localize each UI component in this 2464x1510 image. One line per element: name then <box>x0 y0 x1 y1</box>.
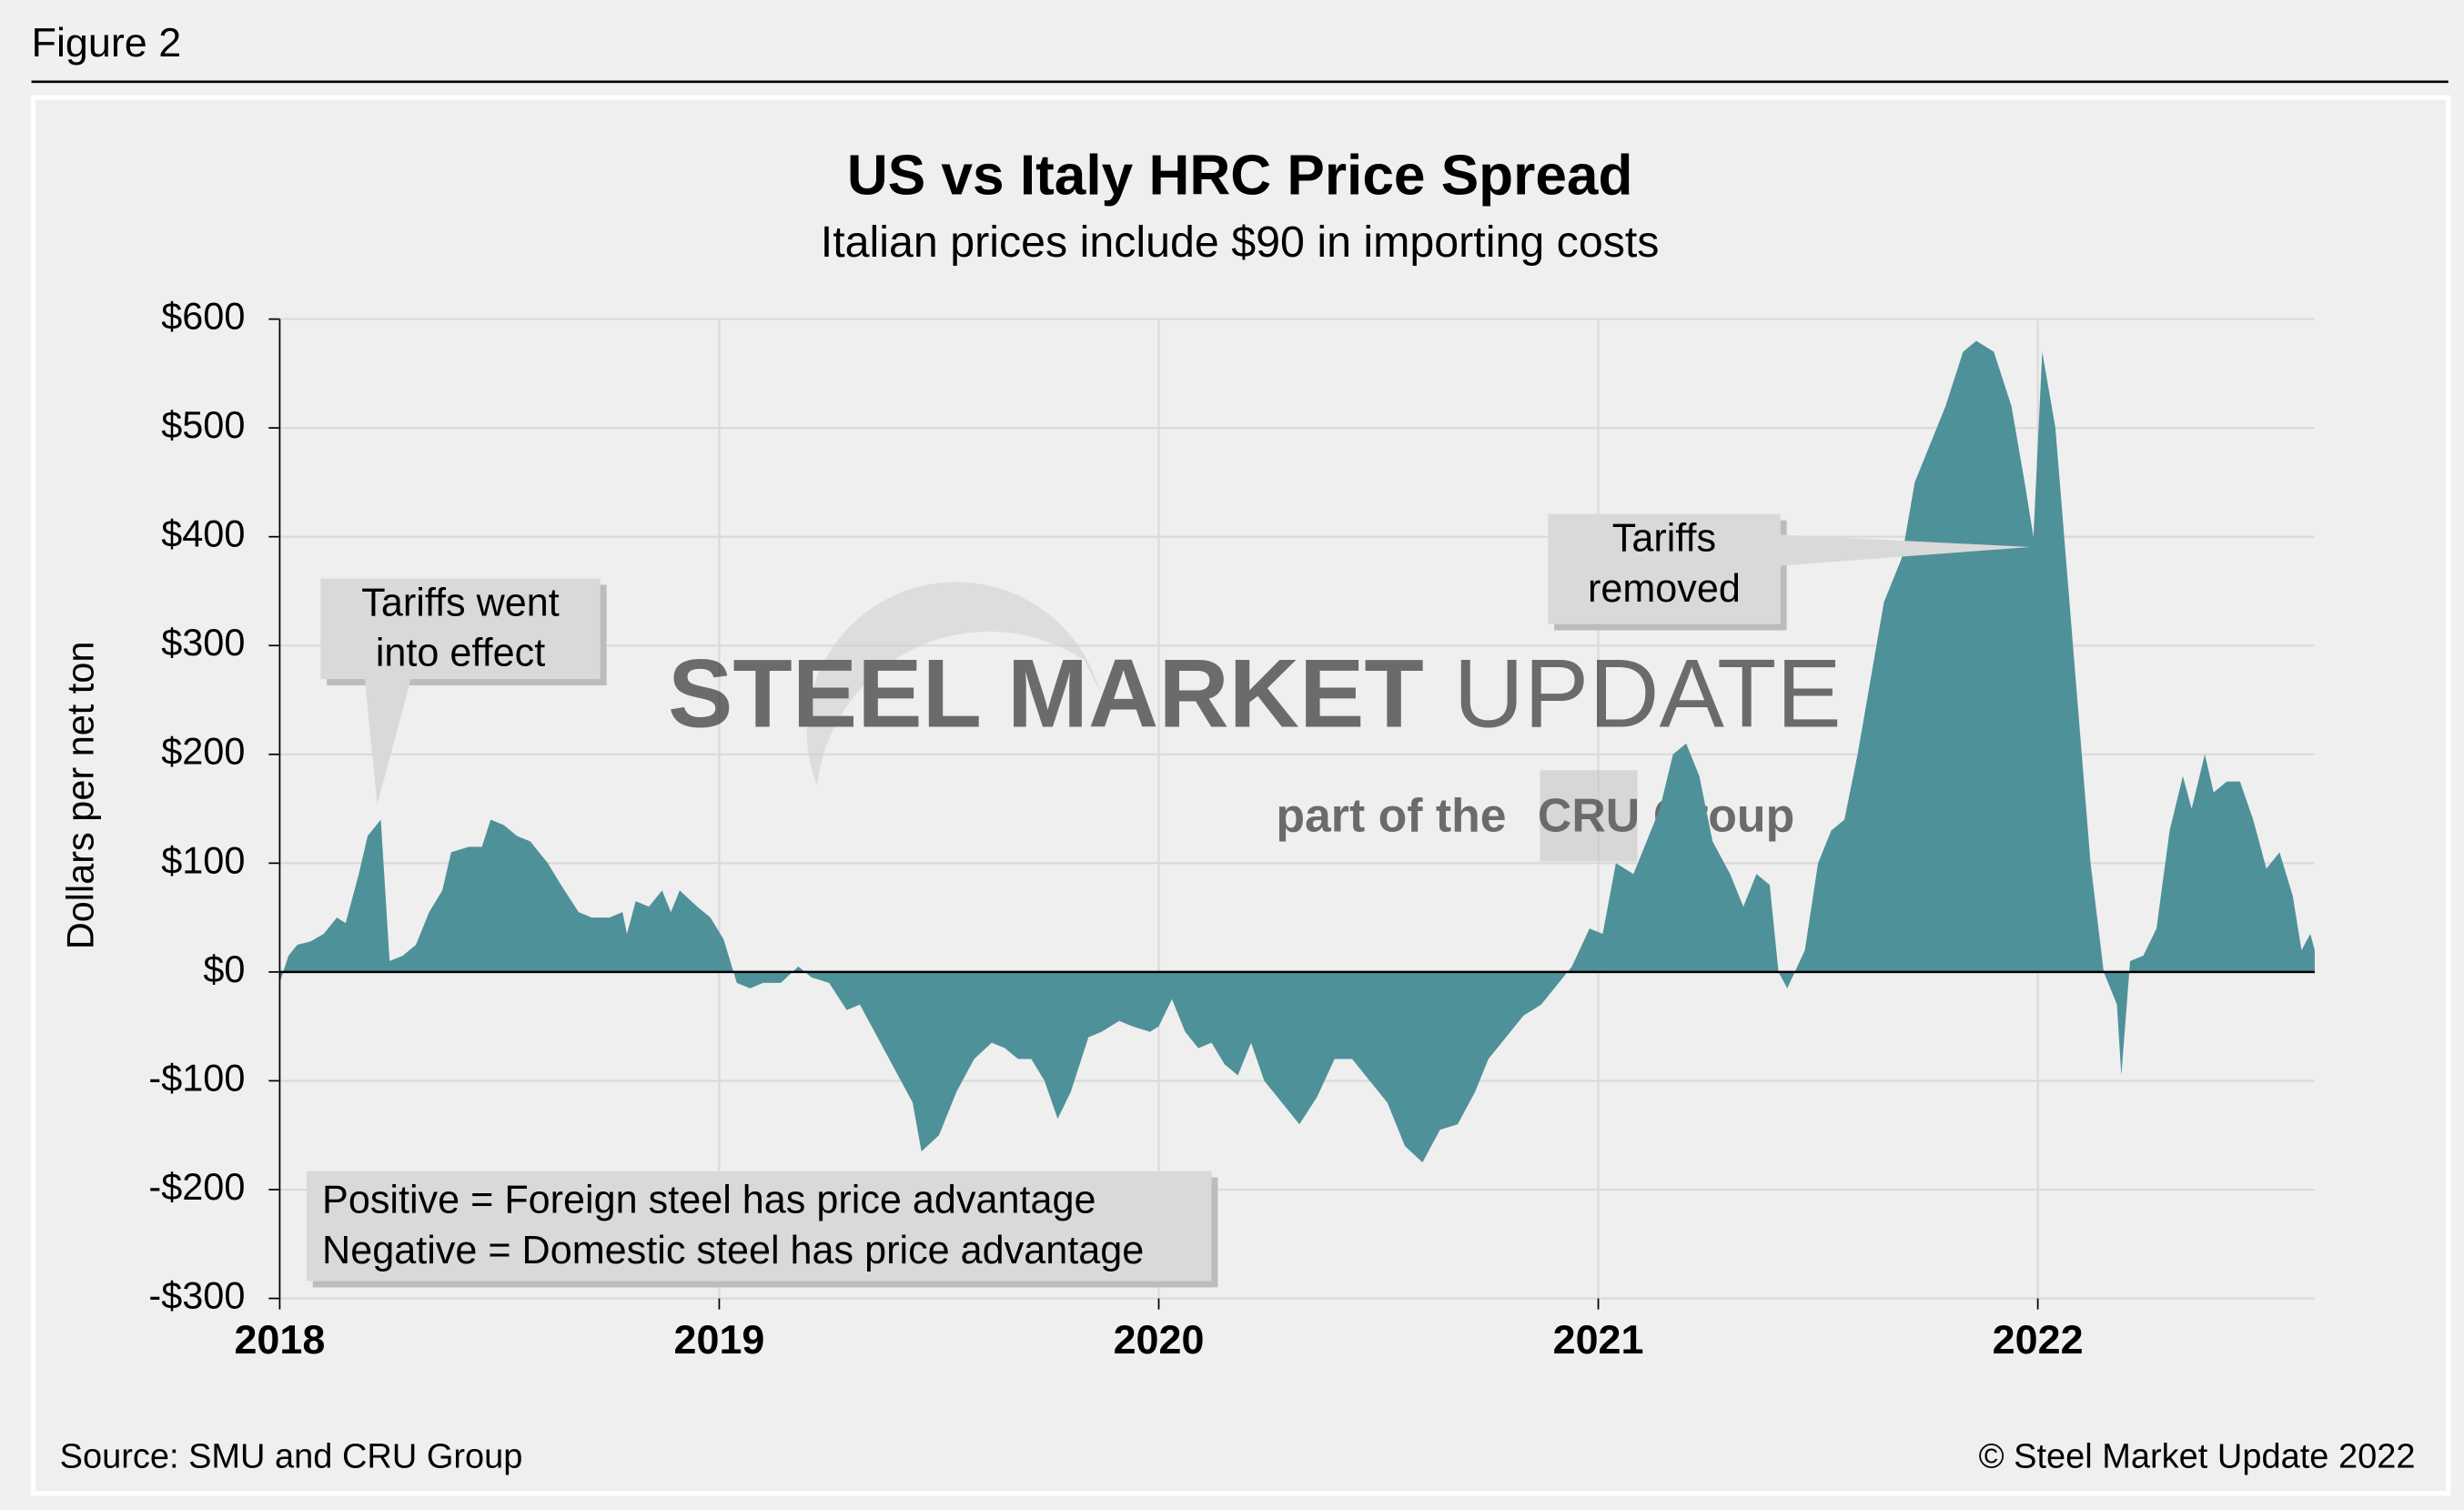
annotation: removed <box>1588 567 1741 611</box>
watermark-text: STEEL MARKET <box>668 639 1424 748</box>
y-tick-label: $600 <box>161 295 245 338</box>
y-tick-label: -$100 <box>148 1056 245 1099</box>
y-tick-label: -$200 <box>148 1165 245 1208</box>
callout-pointer <box>364 675 412 806</box>
watermark-text: CRU <box>1538 788 1640 841</box>
callout-box <box>320 578 601 680</box>
watermark-text: part of the <box>1276 788 1506 841</box>
annotation: Tariffs <box>1612 517 1716 561</box>
note-text: Positive = Foreign steel has price advan… <box>322 1179 1096 1222</box>
watermark-text: UPDATE <box>1454 639 1842 748</box>
area <box>279 340 2315 1163</box>
y-axis-label: Dollars per net ton <box>58 642 101 950</box>
y-tick-label: -$300 <box>148 1273 245 1316</box>
x-tick-label: 2019 <box>674 1316 765 1363</box>
y-tick-label: $0 <box>203 948 245 990</box>
callout-pointer <box>1777 534 2031 566</box>
y-tick-label: $500 <box>161 403 245 446</box>
note-box <box>306 1171 1212 1282</box>
y-tick-label: $300 <box>161 621 245 664</box>
y-tick-label: $400 <box>161 512 245 555</box>
watermark: STEEL MARKET UPDATE part of the CRU Grou… <box>668 582 1842 862</box>
x-tick-label: 2021 <box>1553 1316 1644 1363</box>
chart-title: US vs Italy HRC Price Spread <box>847 144 1633 207</box>
note-text: Negative = Domestic steel has price adva… <box>322 1229 1144 1272</box>
source: Source: SMU and CRU Group <box>60 1438 523 1476</box>
watermark-logo <box>1540 770 1638 862</box>
copyright: © Steel Market Update 2022 <box>1979 1438 2416 1476</box>
y-tick-label: $100 <box>161 838 245 881</box>
chart-subtitle: Italian prices include $90 in importing … <box>821 218 1660 267</box>
x-tick-label: 2020 <box>1114 1316 1205 1363</box>
annotation: Tariffs went <box>361 581 559 624</box>
y-tick-label: $200 <box>161 730 245 773</box>
annotation: into effect <box>376 632 545 675</box>
figure-label: Figure 2 <box>32 19 182 66</box>
watermark-arc <box>806 582 1100 786</box>
callout-box <box>1548 513 1781 624</box>
x-tick-label: 2018 <box>234 1316 325 1363</box>
x-tick-label: 2022 <box>1993 1316 2084 1363</box>
